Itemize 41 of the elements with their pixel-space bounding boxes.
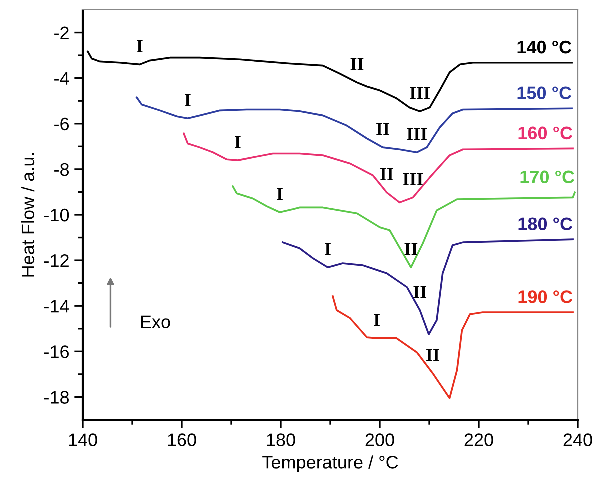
y-tick-label: -12 [44,254,69,268]
y-tick-label: -10 [44,208,70,222]
annotation: I [185,94,191,106]
y-tick-label: -8 [54,163,70,176]
annotation: II [426,349,440,362]
y-tick-label: -14 [44,300,70,313]
x-tick-label: 240 [564,434,592,446]
series-label: 190 °C [518,290,573,304]
annotation: III [403,174,424,186]
series-label: 150 °C [518,86,572,100]
line-series [282,238,574,336]
series-label: 140 °C [518,40,572,54]
y-tick-label: -16 [44,346,70,358]
annotation: I [235,136,241,148]
x-axis-title: Temperature / °C [262,456,398,472]
annotation: II [404,243,418,256]
annotation: II [414,286,427,298]
x-tick-label: 220 [464,434,494,446]
series-label: 180 °C [518,218,573,230]
annotation: III [407,128,428,140]
x-tick-label: 160 [168,434,196,446]
annotation: I [277,188,283,200]
y-tick-label: -4 [54,72,70,85]
annotation: Exo [141,316,170,328]
y-tick-label: -18 [44,391,70,404]
annotation: III [410,87,430,100]
annotation: II [350,58,364,70]
x-tick-label: 180 [267,434,296,446]
line-series [232,186,576,269]
series-label: 170 °C [520,170,575,184]
annotation: II [380,168,394,180]
x-tick-label: 200 [366,434,394,446]
x-tick-label: 140 [69,434,98,446]
series-label: 160 °C [518,126,573,140]
y-axis-title: Heat Flow / a.u. [21,153,35,277]
annotation: I [137,40,143,52]
annotation: II [376,123,390,136]
y-tick-label: -6 [54,118,70,131]
y-tick-label: -2 [54,26,69,40]
annotation: I [325,243,331,256]
annotation: I [374,314,380,326]
